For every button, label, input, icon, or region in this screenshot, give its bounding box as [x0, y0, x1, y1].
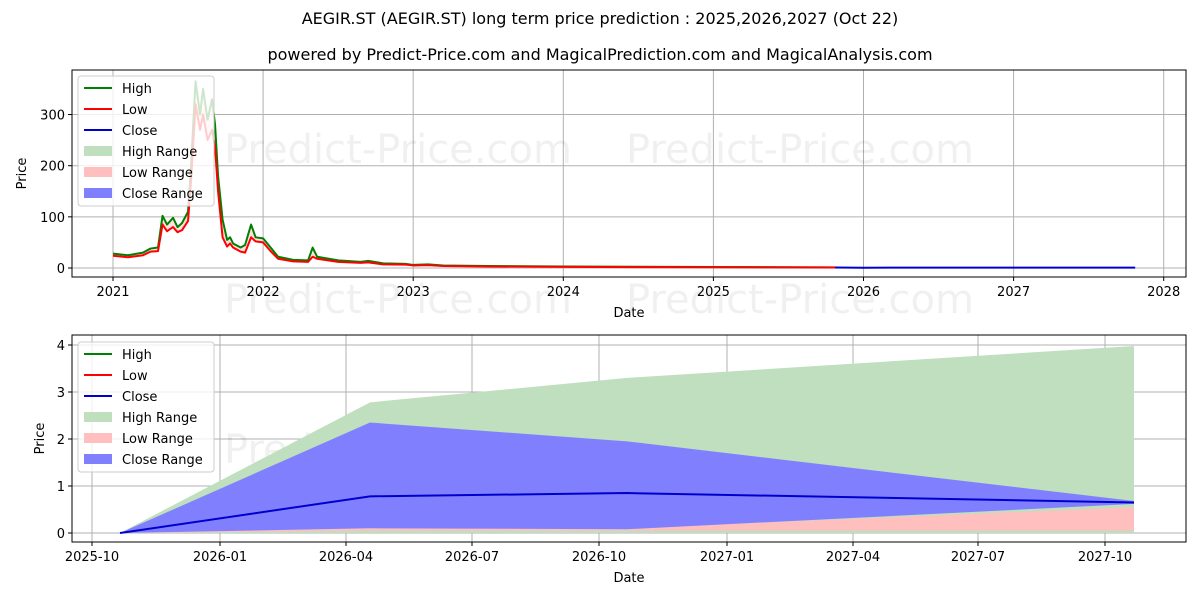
legend-label: Low — [122, 103, 148, 118]
x-tick-label: 2026 — [847, 285, 880, 300]
x-axis-label: Date — [613, 571, 644, 586]
close-line — [119, 492, 1135, 534]
legend-label: High Range — [122, 411, 197, 426]
legend-swatch-icon — [84, 412, 112, 422]
legend-swatch-icon — [84, 454, 112, 464]
legend-swatch-icon — [84, 167, 112, 177]
y-tick-label: 2 — [57, 433, 65, 448]
legend: High Low Close High Range Low Range Close Ran… — [77, 75, 215, 207]
x-tick-label: 2027-07 — [951, 550, 1005, 565]
legend-item-low-range: Low Range — [84, 166, 193, 181]
legend-swatch-icon — [84, 146, 112, 156]
x-tick-label: 2025-10 — [65, 550, 119, 565]
bottom-chart: 2025-10 2026-01 2026-04 2026-07 2026-10 2027-… — [33, 334, 1187, 586]
legend-item-close: Close — [84, 390, 157, 405]
y-axis-label: Price — [15, 158, 30, 190]
legend-label: High Range — [122, 145, 197, 160]
x-tick-label: 2027-01 — [700, 550, 754, 565]
x-tick-label: 2026-10 — [572, 550, 626, 565]
axes-frame — [71, 334, 1187, 543]
y-axis-label: Price — [33, 423, 48, 455]
x-tick-label: 2021 — [96, 285, 129, 300]
close-range-area — [120, 422, 1134, 533]
legend-item-high: High — [84, 82, 152, 97]
y-tick-label: 1 — [57, 480, 65, 495]
low-line — [112, 103, 835, 269]
legend-item-high-range: High Range — [84, 411, 197, 426]
x-tick-label: 2026-01 — [193, 550, 247, 565]
legend-label: Low Range — [122, 432, 193, 447]
chart-subtitle: powered by Predict-Price.com and Magical… — [267, 45, 933, 64]
y-tick-label: 200 — [40, 160, 65, 175]
x-tick-label: 2028 — [1147, 285, 1180, 300]
y-tick-label: 300 — [40, 109, 65, 124]
x-tick-label: 2024 — [547, 285, 580, 300]
legend-swatch-icon — [84, 433, 112, 443]
legend-label: Close Range — [122, 453, 203, 468]
legend-label: Close — [122, 124, 157, 139]
watermark: Predict-Price.com — [224, 277, 572, 323]
y-tick-label: 0 — [57, 527, 65, 542]
y-tick-label: 0 — [57, 262, 65, 277]
legend-item-close-range: Close Range — [84, 187, 203, 202]
y-tick-label: 100 — [40, 211, 65, 226]
legend-item-close-range: Close Range — [84, 453, 203, 468]
chart-title: AEGIR.ST (AEGIR.ST) long term price pred… — [301, 9, 899, 28]
legend-item-low: Low — [84, 369, 148, 384]
y-tick-label: 3 — [57, 386, 65, 401]
x-tick-label: 2027-04 — [826, 550, 880, 565]
x-axis-label: Date — [613, 306, 644, 321]
x-tick-label: 2023 — [397, 285, 430, 300]
watermark: Predict-Price.com — [224, 127, 572, 173]
legend-item-low-range: Low Range — [84, 432, 193, 447]
axes-frame — [71, 69, 1187, 278]
legend-swatch-icon — [84, 188, 112, 198]
y-tick-label: 4 — [57, 339, 65, 354]
x-tick-label: 2025 — [697, 285, 730, 300]
legend-item-close: Close — [84, 124, 157, 139]
legend-label: High — [122, 348, 152, 363]
legend-label: Close Range — [122, 187, 203, 202]
x-tick-label: 2022 — [247, 285, 280, 300]
x-tick-label: 2027 — [997, 285, 1030, 300]
top-chart: 2021 2022 2023 2024 2025 2026 2027 2028 0 100 200 3… — [15, 69, 1187, 323]
x-tick-label: 2026-04 — [319, 550, 373, 565]
watermark: Predict-Price.com — [626, 277, 974, 323]
legend-label: Low — [122, 369, 148, 384]
x-tick-label: 2026-07 — [445, 550, 499, 565]
legend-label: Low Range — [122, 166, 193, 181]
watermark: Predict-Price.com — [626, 127, 974, 173]
legend-item-high: High — [84, 348, 152, 363]
legend-item-high-range: High Range — [84, 145, 197, 160]
legend-item-low: Low — [84, 103, 148, 118]
legend: High Low Close High Range Low Range Close Ran… — [77, 341, 215, 473]
x-tick-label: 2027-10 — [1078, 550, 1132, 565]
legend-label: Close — [122, 390, 157, 405]
legend-label: High — [122, 82, 152, 97]
